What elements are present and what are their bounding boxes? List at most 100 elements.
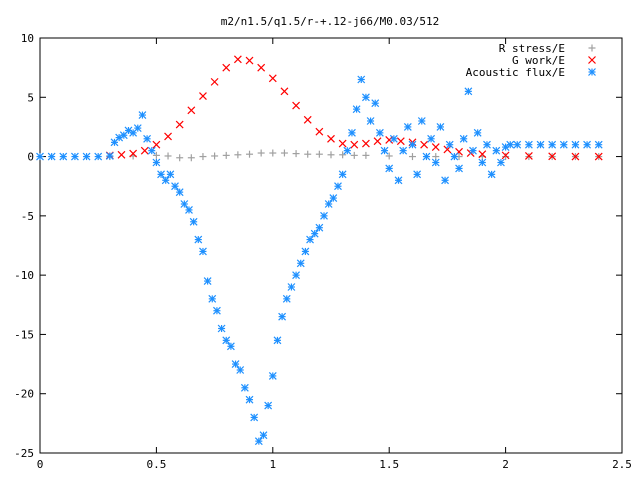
acoustic-flux-point [259,431,268,440]
acoustic-flux-point [348,128,356,137]
g-work-point [210,77,219,86]
acoustic-flux-point [222,336,231,345]
acoustic-flux-point [371,99,380,108]
g-work-point [338,139,347,148]
acoustic-flux-point [473,128,482,137]
acoustic-flux-point [427,134,436,143]
acoustic-flux-point [487,170,496,179]
g-work-point [140,146,149,155]
x-tick-label: 2 [502,458,509,471]
r-stress-point [502,153,510,161]
g-work-point [222,63,231,72]
x-tick-label: 0 [37,458,44,471]
acoustic-flux-point [497,158,505,167]
g-work-point [478,150,487,159]
acoustic-flux-point [287,283,296,291]
acoustic-flux-point [334,182,342,191]
acoustic-flux-point [408,140,417,149]
acoustic-flux-point [59,152,68,161]
chart-title: m2/n1.5/q1.5/r-+.12-j66/M0.03/512 [221,15,440,28]
g-work-point [233,55,242,64]
plot-area [39,37,623,454]
y-tick-label: -20 [14,388,34,401]
acoustic-flux-point [213,306,221,315]
g-work-point [187,106,196,115]
acoustic-flux-point [240,383,249,392]
acoustic-flux-point [431,158,440,167]
acoustic-flux-point [594,140,603,149]
acoustic-flux-point [231,360,240,368]
r-stress-point [292,150,300,158]
acoustic-flux-point [147,146,156,155]
acoustic-flux-point [403,123,412,131]
acoustic-flux-point [417,117,426,125]
acoustic-flux-point [483,140,491,149]
acoustic-flux-point [70,152,79,161]
r-stress-point [339,151,347,159]
acoustic-flux-point [171,182,179,191]
y-tick-label: 5 [27,91,34,104]
g-work-point [594,152,603,161]
r-stress-point [176,154,184,162]
g-work-point [420,140,429,149]
r-stress-point [315,150,323,158]
acoustic-flux-point [278,312,287,321]
acoustic-flux-point [375,128,384,137]
acoustic-flux-point [138,111,147,119]
r-stress-point [269,149,277,157]
x-tick-label: 2.5 [612,458,632,471]
g-work-point [268,74,277,83]
g-work-point [431,143,440,152]
acoustic-flux-point [361,93,370,102]
acoustic-flux-point [133,124,142,133]
legend-swatch-g-work [588,56,596,64]
y-axis: 10 5 0 -5 -10 -15 -20 -25 [14,32,622,460]
y-tick-label: -15 [14,328,34,341]
r-stress-point [164,152,172,160]
acoustic-flux-point [385,164,394,173]
y-tick-label: -10 [14,269,34,282]
acoustic-flux-point [464,87,473,96]
acoustic-flux-point [469,146,477,155]
acoustic-flux-point [296,259,305,268]
acoustic-flux-point [413,170,422,179]
acoustic-flux-point [329,194,338,202]
acoustic-flux-point [324,200,333,208]
acoustic-flux-point [536,140,545,149]
acoustic-flux-point [338,170,347,179]
g-work-point [548,152,557,161]
r-stress-point [362,151,370,159]
g-work-point [164,132,172,141]
r-stress-point [199,153,207,161]
acoustic-flux-point [199,247,207,256]
acoustic-flux-point [273,336,282,345]
acoustic-flux-point [357,75,366,84]
g-work-point [501,151,510,160]
x-axis: 0 0.5 1 1.5 2 2.5 [37,38,632,471]
g-work-point [152,140,161,149]
r-stress-point [222,151,230,159]
r-stress-point [187,154,195,162]
g-work-point [280,87,289,96]
r-stress-point [350,151,358,159]
g-work-point [129,149,138,158]
g-work-point [175,120,184,129]
acoustic-flux-point [185,206,193,214]
series-acoustic-flux [36,75,603,446]
acoustic-flux-point [571,140,580,149]
r-stress-point [280,149,288,157]
acoustic-flux-point [268,372,277,380]
acoustic-flux-point [445,140,454,149]
g-work-point [361,139,370,148]
r-stress-point [304,150,312,158]
acoustic-flux-point [194,235,203,244]
acoustic-flux-point [282,294,291,303]
r-stress-point [246,150,254,158]
acoustic-flux-point [441,176,449,185]
acoustic-flux-point [301,247,310,256]
acoustic-flux-point [399,146,408,155]
r-stress-point [385,152,393,160]
y-tick-label: -5 [21,210,34,223]
g-work-point [303,115,312,124]
